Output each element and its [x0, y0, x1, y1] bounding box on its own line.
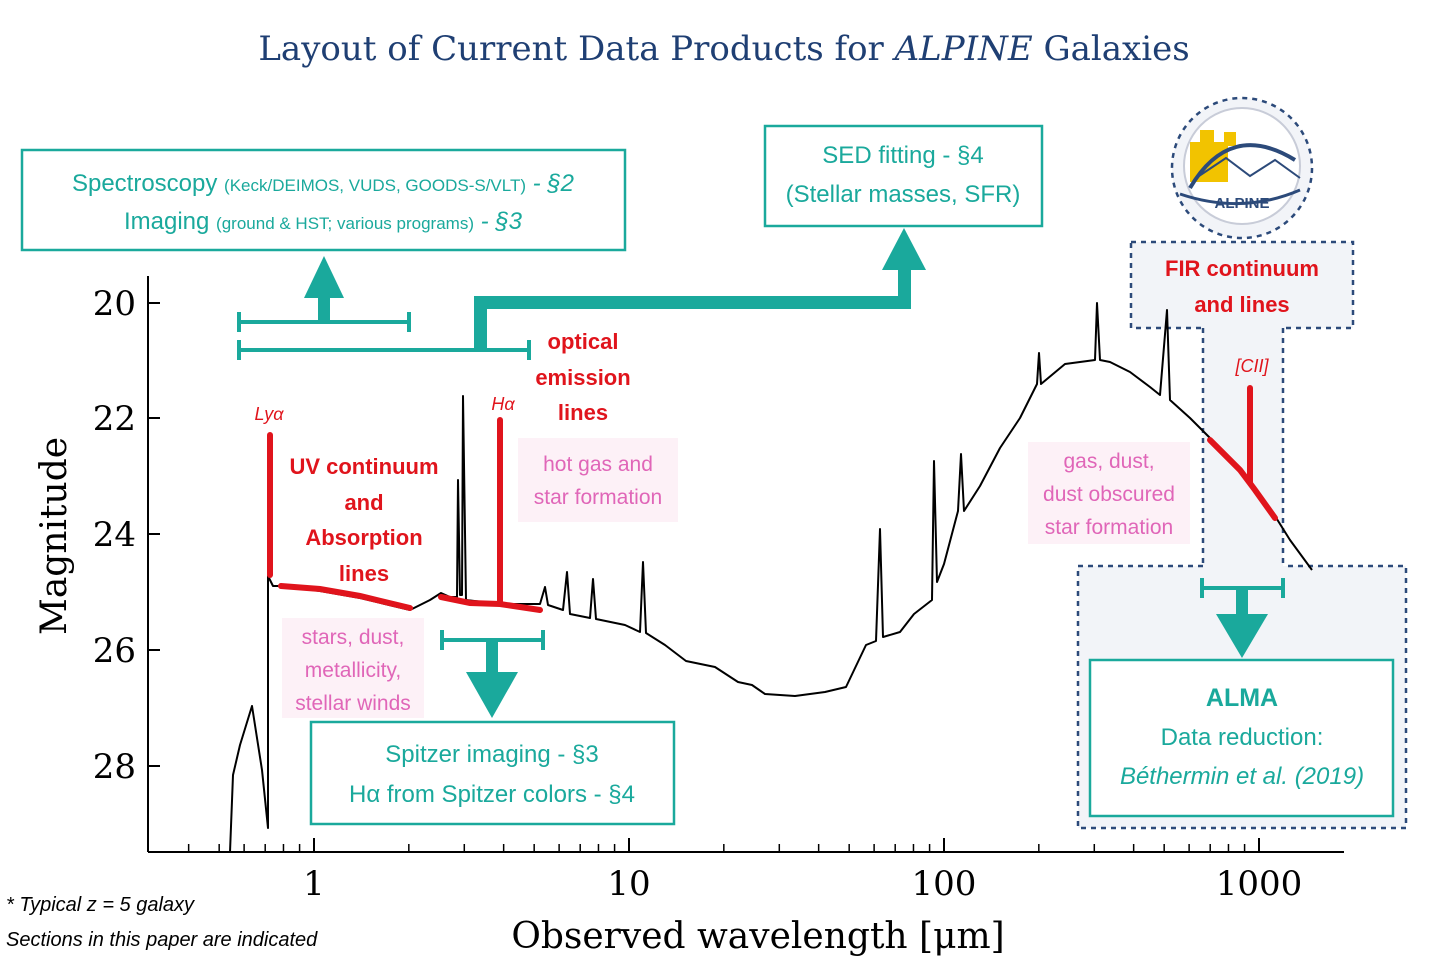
y-tick-label: 28: [93, 747, 136, 787]
x-minor-ticks: [187, 844, 1246, 852]
y-ticks: 20 22 24 26 28: [93, 284, 160, 787]
alma-title: ALMA: [1206, 684, 1278, 712]
stars-label: stars, dust, metallicity, stellar winds: [282, 618, 424, 718]
x-axis-label: Observed wavelength [μm]: [511, 916, 1004, 957]
svg-text:Absorption: Absorption: [305, 525, 422, 550]
sed-box: SED fitting - §4 (Stellar masses, SFR): [763, 124, 1044, 228]
svg-text:metallicity,: metallicity,: [305, 659, 401, 682]
sed-curve: [229, 302, 1313, 853]
x-tick-label: 100: [912, 864, 977, 904]
svg-text:lines: lines: [339, 561, 389, 586]
y-tick-label: 26: [93, 631, 136, 671]
y-tick-label: 20: [93, 284, 136, 324]
footnote-typical: * Typical z = 5 galaxy: [6, 894, 195, 916]
diagram-title: Layout of Current Data Products for ALPI…: [258, 29, 1189, 69]
x-ticks: 1 10 100 1000: [303, 838, 1302, 904]
svg-text:and lines: and lines: [1194, 292, 1289, 317]
spitzer-box: Spitzer imaging - §3 Hα from Spitzer col…: [309, 720, 676, 826]
svg-text:star formation: star formation: [1045, 516, 1173, 539]
hotgas-label: hot gas and star formation: [518, 438, 678, 522]
svg-text:UV continuum: UV continuum: [289, 454, 438, 479]
svg-text:lines: lines: [558, 400, 608, 425]
alma-citation: Béthermin et al. (2019): [1120, 763, 1364, 790]
optical-highlight: [438, 594, 543, 613]
alma-box: ALMA Data reduction: Béthermin et al. (2…: [1088, 658, 1395, 818]
svg-text:stellar winds: stellar winds: [295, 692, 411, 715]
y-tick-label: 22: [93, 399, 136, 439]
uv-continuum-highlight: [278, 583, 413, 611]
y-tick-label: 24: [93, 515, 136, 555]
svg-text:stars, dust,: stars, dust,: [302, 626, 405, 649]
alpine-logo: ALPINE: [1170, 96, 1314, 240]
sed-line2: (Stellar masses, SFR): [786, 181, 1021, 208]
svg-text:emission: emission: [535, 365, 630, 390]
red-highlights: [267, 385, 1278, 613]
svg-text:Imaging (ground & HST; v: Imaging (ground & HST; various programs)…: [124, 208, 523, 235]
svg-text:Spectroscopy (Keck/DEIMO: Spectroscopy (Keck/DEIMOS, VUDS, GOODS-S…: [72, 170, 574, 197]
spectroscopy-box: Spectroscopy (Keck/DEIMOS, VUDS, GOODS-S…: [20, 148, 627, 252]
alma-line2: Data reduction:: [1161, 724, 1324, 751]
teal-arrows: [304, 228, 1268, 718]
optical-label: optical emission lines: [535, 329, 630, 425]
uv-label: UV continuum and Absorption lines: [289, 454, 438, 586]
cii-label: [CII]: [1234, 356, 1269, 376]
svg-text:star formation: star formation: [534, 486, 662, 509]
sed-line1: SED fitting - §4: [822, 142, 983, 169]
svg-text:optical: optical: [548, 329, 619, 354]
svg-text:FIR continuum: FIR continuum: [1165, 256, 1319, 281]
lya-label: Lyα: [255, 404, 285, 424]
svg-text:dust obscured: dust obscured: [1043, 483, 1175, 506]
imaging-label: Imaging: [124, 208, 209, 235]
svg-text:and: and: [344, 490, 383, 515]
svg-text:gas, dust,: gas, dust,: [1063, 450, 1154, 473]
x-tick-label: 1: [303, 864, 325, 904]
footnote-sections: Sections in this paper are indicated: [6, 929, 318, 951]
y-axis-label: Magnitude: [34, 437, 75, 635]
fir-label: FIR continuum and lines: [1165, 256, 1319, 317]
dust-label: gas, dust, dust obscured star formation: [1028, 442, 1190, 544]
x-tick-label: 1000: [1216, 864, 1303, 904]
x-tick-label: 10: [607, 864, 650, 904]
ha-label: Hα: [491, 394, 515, 414]
svg-text:hot gas and: hot gas and: [543, 453, 653, 476]
spitzer-line1: Spitzer imaging - §3: [385, 741, 598, 768]
axes: 20 22 24 26 28 1 10 100 1000: [93, 276, 1344, 904]
spitzer-line2: Hα from Spitzer colors - §4: [349, 781, 635, 808]
spectroscopy-label: Spectroscopy: [72, 170, 217, 197]
logo-text: ALPINE: [1214, 195, 1269, 212]
